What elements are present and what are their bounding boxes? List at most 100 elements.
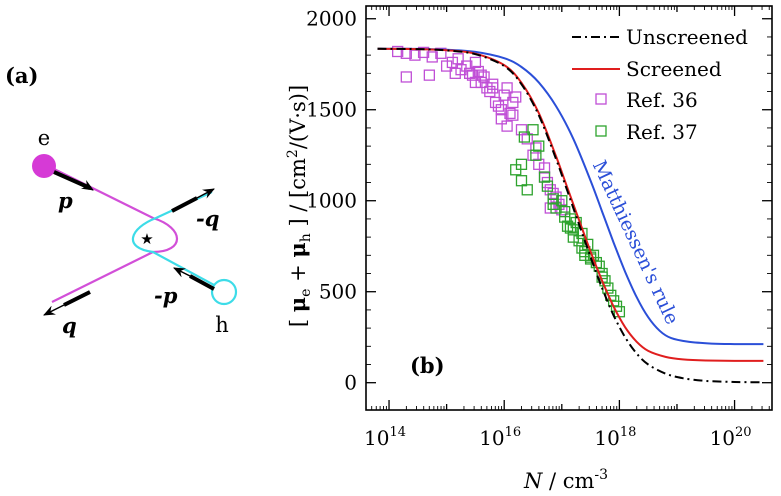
data-point [521, 184, 533, 196]
hole-circle [210, 278, 238, 306]
data-point [400, 71, 412, 83]
data-point [582, 238, 594, 251]
data-point [507, 109, 519, 121]
data-point [521, 133, 533, 145]
x-tick-label: 1016 [479, 425, 521, 450]
data-point [423, 69, 435, 81]
data-point [440, 60, 453, 72]
data-point [564, 213, 577, 225]
data-point [556, 195, 568, 207]
arrow-q-icon [43, 303, 67, 316]
data-point [469, 56, 482, 69]
data-point [550, 202, 562, 214]
x-tick-label: 1020 [710, 425, 752, 450]
data-point [489, 96, 502, 109]
legend-label-unscreened: Unscreened [626, 25, 748, 49]
data-point [487, 82, 499, 94]
y-tick-label: 2000 [306, 7, 357, 31]
plot-frame [365, 5, 773, 411]
panel-a-label: (a) [5, 63, 38, 88]
x-axis-label: N / cm-3 [523, 467, 608, 493]
data-point [544, 184, 556, 196]
data-point [515, 158, 528, 170]
data-point [533, 140, 545, 152]
arrow-p-shaft [53, 170, 91, 190]
data-point [461, 60, 473, 72]
data-point [544, 202, 556, 214]
panel-b-label: (b) [410, 353, 445, 378]
arrow-p-icon [80, 180, 94, 191]
data-point [464, 67, 476, 79]
data-point [515, 175, 528, 187]
data-point [515, 124, 528, 136]
data-point [484, 85, 496, 98]
arrow-q-shaft [63, 290, 91, 307]
data-point [495, 104, 507, 116]
hole-label: h [215, 313, 229, 337]
panel-a: (a) e h ★ p -q -p q [5, 63, 238, 338]
vertex-star-icon: ★ [140, 230, 153, 248]
arrow-minus-p-icon [173, 267, 193, 278]
data-point [466, 69, 479, 81]
data-point [409, 49, 421, 61]
legend-swatch-ref36 [595, 93, 607, 105]
x-tick-label: 1014 [364, 425, 406, 450]
data-point [518, 131, 531, 143]
data-point [541, 180, 554, 192]
data-point [501, 120, 513, 132]
y-tick-label: 500 [319, 280, 357, 304]
screened-curve [377, 47, 764, 362]
data-point [567, 231, 579, 243]
data-point [446, 56, 459, 69]
legend: Unscreened Screened Ref. 36 Ref. 37 [572, 25, 748, 144]
arrow-minus-q-icon [194, 188, 215, 200]
data-point [492, 100, 505, 112]
arrow-minus-q-shaft [171, 196, 198, 213]
data-point [567, 224, 579, 236]
matthiessen-annotation: Matthiessen's rule [588, 157, 683, 328]
data-point [538, 171, 551, 183]
data-point [392, 45, 404, 58]
label-p: p [58, 188, 73, 213]
legend-label-screened: Screened [626, 57, 722, 81]
electron-line [47, 165, 179, 303]
legend-label-ref37: Ref. 37 [626, 120, 698, 144]
data-point [561, 220, 574, 232]
label-q: q [62, 313, 77, 338]
electron-label: e [38, 126, 50, 150]
legend-label-ref36: Ref. 36 [626, 88, 698, 112]
legend-swatch-ref37 [595, 125, 607, 137]
label-minus-q: -q [196, 206, 219, 231]
y-tick-label: 0 [344, 371, 357, 395]
data-point [550, 191, 562, 203]
y-tick-label: 1000 [306, 189, 357, 213]
data-point [530, 142, 542, 154]
data-point [533, 158, 545, 170]
data-point [495, 113, 507, 125]
data-point [435, 47, 447, 59]
unscreened-curve [377, 47, 764, 384]
y-tick-label: 1500 [306, 98, 357, 122]
hole-line [131, 191, 215, 286]
data-point [547, 198, 559, 211]
label-minus-p: -p [154, 283, 178, 308]
matthiessen-curve [377, 47, 764, 346]
data-point [469, 76, 482, 89]
y-axis-label: [ μe + μh ] / [cm2/(V·s)] [285, 85, 314, 327]
curves [377, 47, 764, 384]
data-point [498, 89, 510, 101]
arrow-minus-p-shaft [189, 274, 215, 291]
data-point [510, 91, 522, 103]
data-point [452, 53, 464, 65]
data-point [475, 69, 487, 81]
data-point [501, 82, 513, 94]
data-point [538, 162, 551, 174]
electron-dot [32, 154, 56, 178]
data-point [559, 211, 571, 223]
data-point [449, 67, 461, 79]
data-point [527, 124, 539, 136]
x-tick-label: 1018 [594, 425, 636, 450]
panel-b: [ μe + μh ] / [cm2/(V·s)] N / cm-3 1014 1… [285, 5, 773, 493]
axis-tick-labels: 1014 1016 1018 1020 0 500 1000 1500 2000 [306, 7, 751, 450]
